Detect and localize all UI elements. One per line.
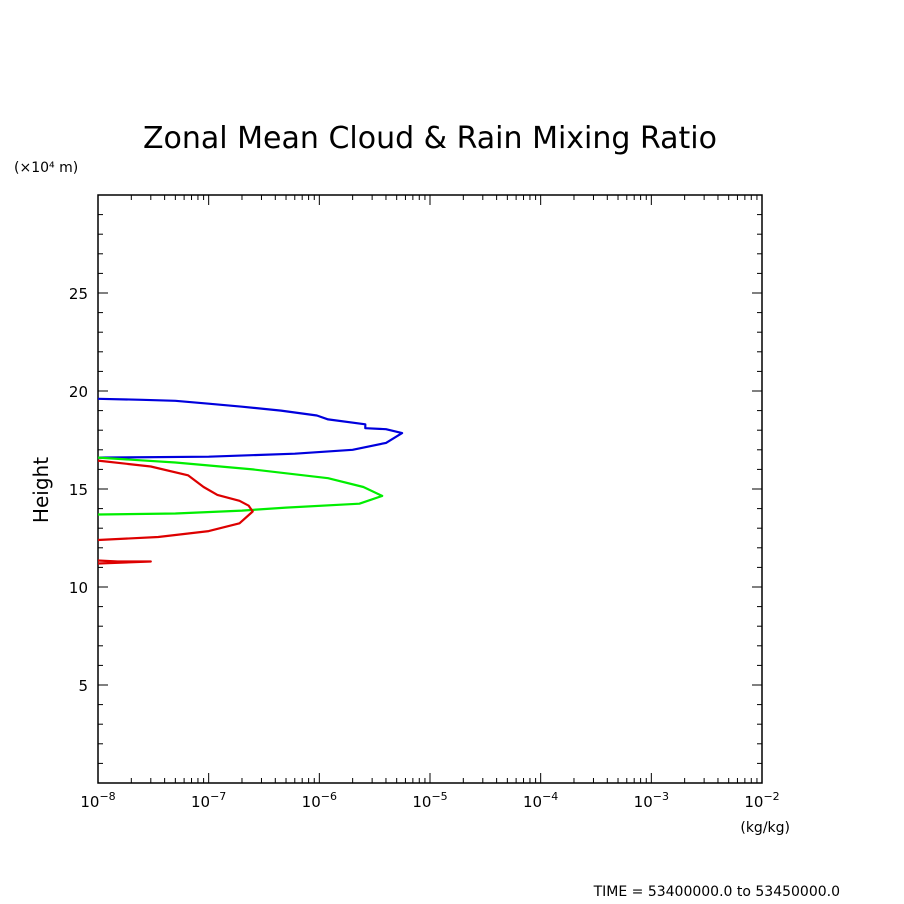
y-unit-label: (×10⁴ m)	[14, 160, 78, 176]
x-tick-label: 10−2	[744, 790, 779, 811]
plot-frame	[97, 194, 763, 784]
y-tick-label: 20	[69, 383, 88, 401]
x-tick-label: 10−8	[80, 790, 115, 811]
series-line-3	[97, 459, 254, 542]
y-tick-labels: 5 10 15 20 25	[69, 285, 88, 695]
series-line-2	[97, 456, 384, 516]
series-line-1	[97, 397, 404, 459]
y-tick-label: 15	[69, 481, 88, 499]
x-tick-label: 10−7	[191, 790, 226, 811]
series-line-4	[97, 559, 152, 565]
y-tick-label: 10	[69, 579, 88, 597]
x-unit-label: (kg/kg)	[740, 820, 790, 836]
y-tick-label: 25	[69, 285, 88, 303]
axis-ticks	[97, 195, 763, 783]
x-tick-labels: 10−8 10−7 10−6 10−5 10−4 10−3 10−2	[80, 790, 779, 811]
y-axis-label: Height	[29, 457, 53, 523]
x-tick-label: 10−3	[634, 790, 669, 811]
time-range-label: TIME = 53400000.0 to 53450000.0	[593, 884, 840, 900]
x-tick-label: 10−5	[412, 790, 447, 811]
x-tick-label: 10−6	[302, 790, 337, 811]
y-tick-label: 5	[78, 677, 88, 695]
chart-title: Zonal Mean Cloud & Rain Mixing Ratio	[143, 121, 717, 156]
x-tick-label: 10−4	[523, 790, 558, 811]
series-group	[97, 397, 404, 565]
